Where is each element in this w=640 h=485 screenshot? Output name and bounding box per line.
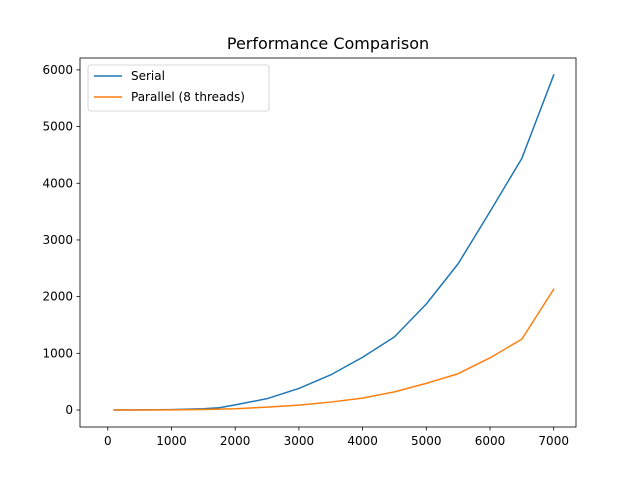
y-tick-label: 0 — [65, 403, 73, 417]
x-tick-label: 2000 — [220, 434, 251, 448]
x-tick-label: 7000 — [538, 434, 569, 448]
x-tick-label: 1000 — [156, 434, 187, 448]
y-tick-label: 6000 — [42, 63, 73, 77]
y-tick-label: 4000 — [42, 176, 73, 190]
x-tick-label: 5000 — [411, 434, 442, 448]
legend-label: Parallel (8 threads) — [131, 90, 245, 104]
y-tick-label: 1000 — [42, 346, 73, 360]
axes-frame — [79, 57, 577, 428]
y-tick-label: 5000 — [42, 120, 73, 134]
y-tick-label: 2000 — [42, 290, 73, 304]
x-tick-label: 0 — [104, 434, 112, 448]
x-tick-label: 4000 — [347, 434, 378, 448]
y-tick-label: 3000 — [42, 233, 73, 247]
plot-area: 0 1000 2000 3000 4000 5000 6000 7000 0 1000 2000 30… — [42, 57, 577, 448]
x-tick-label: 3000 — [284, 434, 315, 448]
legend-label: Serial — [131, 69, 165, 83]
chart-title: Performance Comparison — [227, 34, 429, 53]
series-line-parallel — [113, 288, 555, 411]
x-tick-label: 6000 — [475, 434, 506, 448]
legend-box — [87, 64, 270, 112]
